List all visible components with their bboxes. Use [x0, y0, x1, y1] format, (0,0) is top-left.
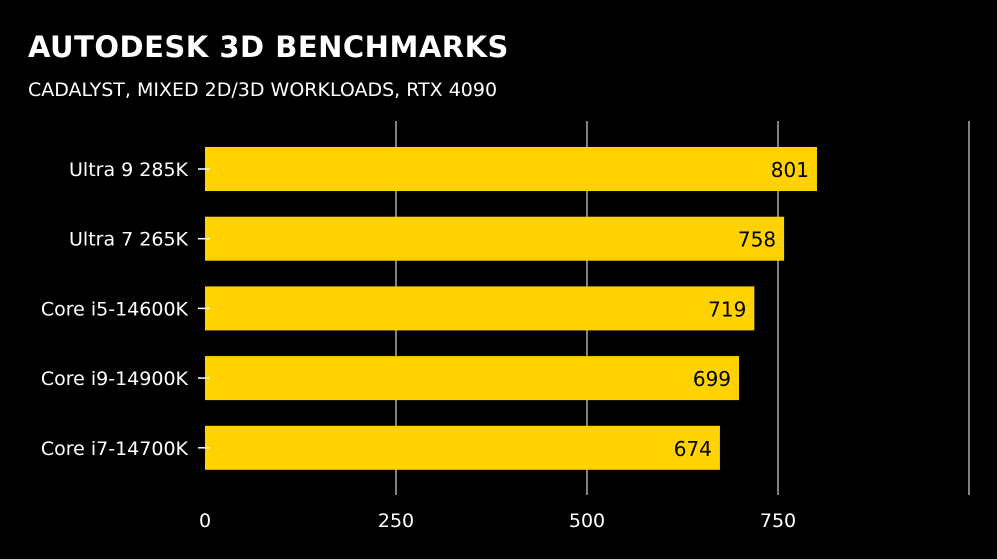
data-label: 801: [771, 158, 809, 182]
chart-title: AUTODESK 3D BENCHMARKS: [28, 30, 509, 64]
data-label: 674: [674, 437, 712, 461]
x-tick-label: 750: [760, 510, 796, 532]
x-tick-label: 500: [569, 510, 605, 532]
category-label: Ultra 9 285K: [69, 159, 189, 181]
bar: [205, 286, 755, 331]
data-label: 699: [693, 367, 731, 391]
bar: [205, 216, 785, 261]
x-tick-label: 0: [199, 510, 211, 532]
chart-subtitle: CADALYST, MIXED 2D/3D WORKLOADS, RTX 409…: [28, 79, 498, 101]
category-label: Core i7-14700K: [41, 438, 189, 460]
data-label: 719: [708, 297, 746, 321]
bar: [205, 356, 740, 401]
bar: [205, 425, 720, 470]
x-tick-label: 250: [378, 510, 414, 532]
category-label: Core i9-14900K: [41, 368, 189, 390]
bar: [205, 147, 817, 191]
data-label: 758: [738, 228, 776, 252]
category-label: Core i5-14600K: [41, 298, 189, 320]
category-label: Ultra 7 265K: [69, 229, 189, 251]
